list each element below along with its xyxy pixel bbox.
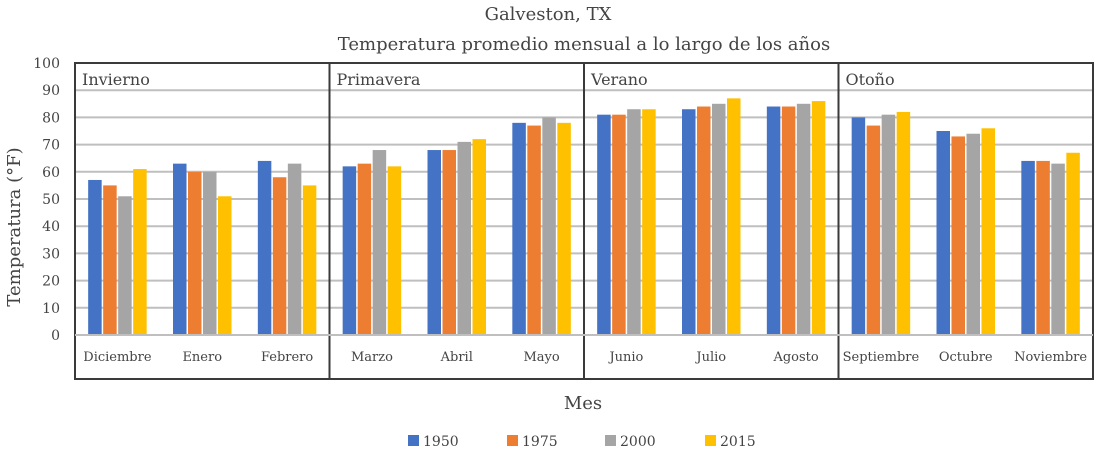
legend-label-1950: 1950 — [423, 434, 459, 450]
y-tick-label: 60 — [42, 165, 60, 181]
bar-1975-julio — [697, 106, 711, 336]
chart-subtitle: Temperatura promedio mensual a lo largo … — [338, 34, 830, 55]
season-label-verano: Verano — [590, 70, 648, 89]
bar-2000-mayo — [542, 117, 556, 336]
season-labels: Invierno Primavera Verano Otoño — [82, 70, 895, 89]
legend-swatch-1975 — [507, 435, 518, 446]
chart-title: Galveston, TX — [485, 4, 612, 25]
category-label-septiembre: Septiembre — [843, 350, 920, 365]
category-label-abril: Abril — [440, 350, 473, 365]
bar-1975-diciembre — [103, 185, 117, 335]
y-tick-label: 70 — [42, 138, 60, 154]
bar-2000-octubre — [966, 133, 980, 335]
x-axis-title: Mes — [564, 393, 602, 414]
legend: 1950 1975 2000 2015 — [408, 434, 756, 450]
category-label-enero: Enero — [182, 350, 222, 365]
y-tick-label: 30 — [42, 246, 60, 262]
plot-frame — [74, 62, 1094, 380]
y-axis-ticks: 0 10 20 30 40 50 60 70 80 90 100 — [33, 56, 60, 344]
category-label-agosto: Agosto — [772, 350, 818, 365]
bar-2015-noviembre — [1066, 152, 1080, 335]
bar-2000-abril — [457, 141, 471, 335]
bar-1975-abril — [442, 150, 456, 335]
y-axis-title: Temperatura (°F) — [4, 147, 25, 306]
y-tick-label: 20 — [42, 274, 60, 290]
bar-1975-junio — [612, 114, 626, 336]
bar-1950-septiembre — [851, 117, 866, 336]
bar-2015-febrero — [302, 185, 317, 335]
bar-2000-agosto — [796, 103, 811, 335]
bars — [88, 98, 1080, 336]
category-label-julio: Julio — [694, 350, 726, 365]
category-label-junio: Junio — [607, 350, 643, 365]
bar-1975-febrero — [272, 177, 287, 335]
bar-2015-septiembre — [896, 111, 911, 336]
y-tick-label: 0 — [51, 328, 60, 344]
y-tick-label: 40 — [42, 219, 60, 235]
bar-1950-marzo — [342, 166, 357, 335]
bar-1950-octubre — [936, 131, 950, 335]
category-label-diciembre: Diciembre — [83, 350, 152, 365]
bar-2000-noviembre — [1051, 163, 1065, 335]
bar-1950-enero — [173, 163, 187, 335]
bar-2000-enero — [203, 171, 217, 335]
bar-1975-mayo — [527, 125, 541, 335]
category-labels: Diciembre Enero Febrero Marzo Abril Mayo Junio… — [83, 350, 1087, 365]
legend-swatch-1950 — [408, 435, 419, 446]
bar-2000-junio — [627, 109, 641, 336]
bar-2015-agosto — [811, 101, 826, 335]
legend-label-1975: 1975 — [522, 434, 558, 450]
bar-1950-abril — [427, 150, 441, 335]
bar-1950-diciembre — [88, 179, 102, 335]
bar-2015-octubre — [981, 128, 995, 335]
legend-label-2015: 2015 — [720, 434, 756, 450]
bar-2000-marzo — [372, 150, 387, 335]
legend-swatch-2015 — [705, 435, 716, 446]
bar-1950-agosto — [766, 106, 781, 336]
bar-1975-septiembre — [866, 125, 881, 335]
category-label-octubre: Octubre — [939, 350, 993, 365]
category-label-noviembre: Noviembre — [1014, 350, 1087, 365]
bar-2000-diciembre — [118, 196, 132, 335]
bar-1975-agosto — [781, 106, 796, 336]
bar-1950-mayo — [512, 122, 526, 335]
bar-1975-noviembre — [1036, 160, 1050, 335]
category-label-mayo: Mayo — [523, 350, 559, 365]
y-tick-label: 90 — [42, 83, 60, 99]
season-label-otoño: Otoño — [846, 70, 895, 89]
bar-1950-junio — [597, 114, 611, 336]
bar-2015-marzo — [387, 166, 402, 335]
bar-1950-febrero — [257, 160, 272, 335]
season-label-primavera: Primavera — [337, 70, 421, 89]
y-tick-label: 10 — [42, 301, 60, 317]
bar-2015-diciembre — [133, 169, 147, 335]
bar-2015-abril — [472, 139, 486, 335]
bar-1950-julio — [682, 109, 696, 336]
legend-swatch-2000 — [605, 435, 616, 446]
bar-1975-octubre — [951, 136, 965, 335]
category-label-febrero: Febrero — [261, 350, 313, 365]
bar-1975-marzo — [357, 163, 372, 335]
bar-2015-julio — [727, 98, 741, 335]
bar-1950-noviembre — [1021, 160, 1035, 335]
bar-2000-julio — [712, 103, 726, 335]
legend-label-2000: 2000 — [620, 434, 656, 450]
category-label-marzo: Marzo — [351, 350, 393, 365]
bar-2000-febrero — [287, 163, 302, 335]
bar-2015-enero — [218, 196, 232, 335]
bar-2000-septiembre — [881, 114, 896, 336]
y-tick-label: 50 — [42, 192, 60, 208]
bar-2015-mayo — [557, 122, 571, 335]
bar-2015-junio — [642, 109, 656, 336]
y-tick-label: 80 — [42, 110, 60, 126]
bar-1975-enero — [188, 171, 202, 335]
season-label-invierno: Invierno — [82, 70, 150, 89]
y-tick-label: 100 — [33, 56, 60, 72]
